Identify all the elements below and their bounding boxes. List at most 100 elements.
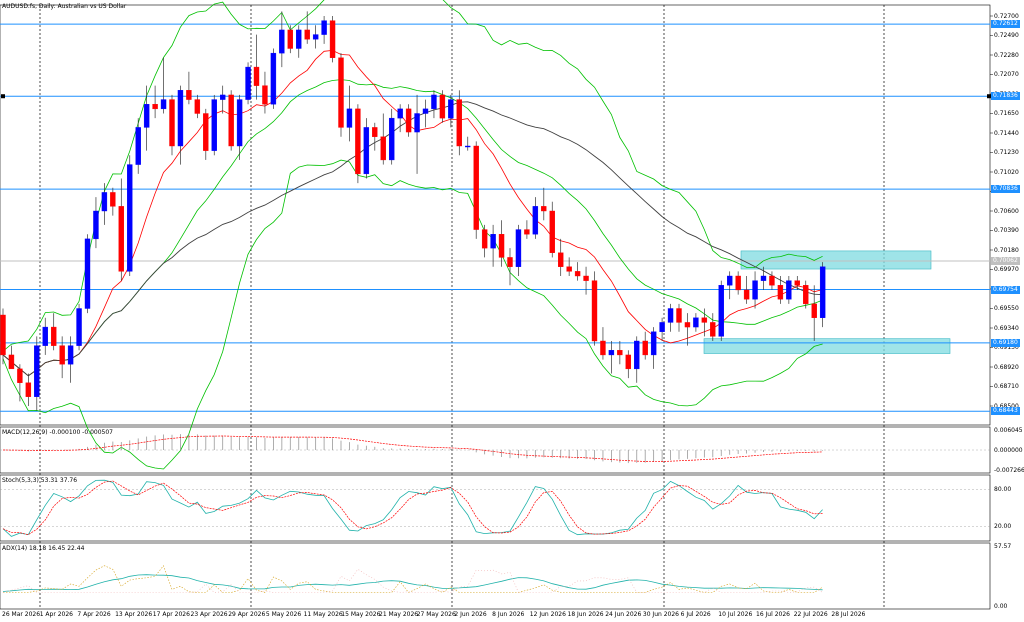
candle: [169, 94, 175, 156]
candle: [76, 303, 82, 351]
candle: [473, 141, 479, 239]
candle-body: [659, 322, 665, 332]
candle-body: [186, 90, 192, 100]
candle: [431, 90, 437, 119]
candle: [701, 308, 708, 337]
candle-body: [93, 210, 99, 240]
candle: [304, 11, 310, 44]
candle: [363, 118, 370, 179]
candle-body: [270, 52, 277, 105]
candle-body: [819, 266, 826, 318]
candle: [532, 197, 539, 239]
candle: [693, 313, 699, 332]
price-tick-label: 0.69550: [994, 305, 1019, 312]
candle-body: [203, 113, 209, 151]
candle: [143, 85, 150, 151]
candle-body: [642, 340, 648, 356]
candle: [59, 336, 65, 379]
candle-body: [355, 108, 361, 175]
candle-body: [490, 234, 496, 249]
candle: [803, 280, 809, 309]
candle-body: [279, 29, 285, 54]
candle-body: [338, 57, 344, 128]
candle: [312, 25, 319, 49]
candle-body: [541, 206, 547, 212]
candle: [667, 303, 674, 332]
candle: [549, 201, 555, 258]
level-anchor-left: [1, 94, 5, 99]
price-level-tag: 0.68443: [991, 407, 1020, 416]
time-tick-label: 18 Jun 2026: [567, 611, 604, 618]
candle-body: [752, 280, 758, 300]
di-plus-line: [3, 565, 823, 593]
adx-line: [2, 574, 823, 592]
candle: [135, 118, 141, 174]
candle: [760, 266, 767, 290]
price-tick-label: 0.72490: [994, 32, 1019, 39]
candle: [777, 276, 784, 304]
candle-body: [84, 238, 91, 309]
candle-body: [634, 340, 640, 370]
candle-body: [363, 127, 370, 175]
candle: [574, 262, 581, 281]
candle-body: [245, 66, 251, 100]
price-tick-label: 0.69970: [994, 266, 1019, 273]
candle-body: [211, 99, 217, 151]
candle: [465, 136, 471, 151]
adx-tick-label: 57.57: [994, 542, 1012, 550]
time-tick-label: 5 May 2026: [265, 611, 302, 618]
candle: [8, 345, 15, 370]
candle-body: [591, 280, 598, 342]
candle-body: [448, 99, 454, 119]
candle-body: [389, 117, 395, 161]
bollinger-lower: [2, 159, 823, 470]
time-tick-label: 21 May 2026: [379, 611, 419, 618]
time-tick-label: 24 Jun 2026: [605, 611, 642, 618]
candle-body: [422, 108, 429, 114]
candle-body: [143, 104, 150, 128]
candle-body: [101, 192, 108, 212]
time-tick-label: 23 Apr 2026: [190, 611, 228, 618]
candle: [456, 90, 462, 156]
candle: [321, 16, 327, 44]
candle: [355, 104, 361, 184]
candle: [160, 57, 167, 114]
candle: [710, 313, 716, 341]
candle-body: [397, 108, 403, 119]
candle-body: [8, 354, 15, 370]
stoch-tick-label: 20.00: [994, 523, 1012, 531]
resistance-zone: [740, 250, 932, 270]
candle-body: [625, 354, 631, 370]
candle-body: [228, 94, 234, 147]
candle: [634, 336, 640, 383]
time-tick-label: 15 May 2026: [341, 611, 381, 618]
support-zone: [703, 338, 951, 354]
candle-body: [524, 229, 530, 235]
candle: [617, 341, 623, 365]
candle: [270, 48, 277, 109]
stoch-tick-label: 80.00: [994, 485, 1012, 493]
candle: [51, 313, 57, 351]
candle: [743, 276, 750, 304]
candle: [439, 90, 446, 123]
time-tick-label: 10 Jul 2026: [718, 611, 753, 618]
price-tick-label: 0.72070: [994, 71, 1019, 78]
candle-body: [693, 317, 699, 328]
candle-body: [617, 350, 623, 356]
candle: [152, 85, 158, 119]
candle-body: [667, 308, 674, 323]
chart-title: AUDUSD.fs, Daily: Australian vs US Dolla…: [2, 3, 127, 10]
candle-body: [431, 94, 437, 110]
candle-body: [236, 99, 243, 147]
candle-body: [76, 308, 82, 346]
candle-body: [262, 85, 268, 105]
price-level-tag: 0.72612: [991, 20, 1020, 29]
candle-body: [127, 164, 133, 272]
candle: [380, 113, 386, 165]
candle: [194, 94, 201, 119]
candle: [236, 94, 243, 160]
candle-body: [34, 345, 40, 397]
candle: [752, 271, 758, 309]
candle-body: [380, 136, 386, 161]
